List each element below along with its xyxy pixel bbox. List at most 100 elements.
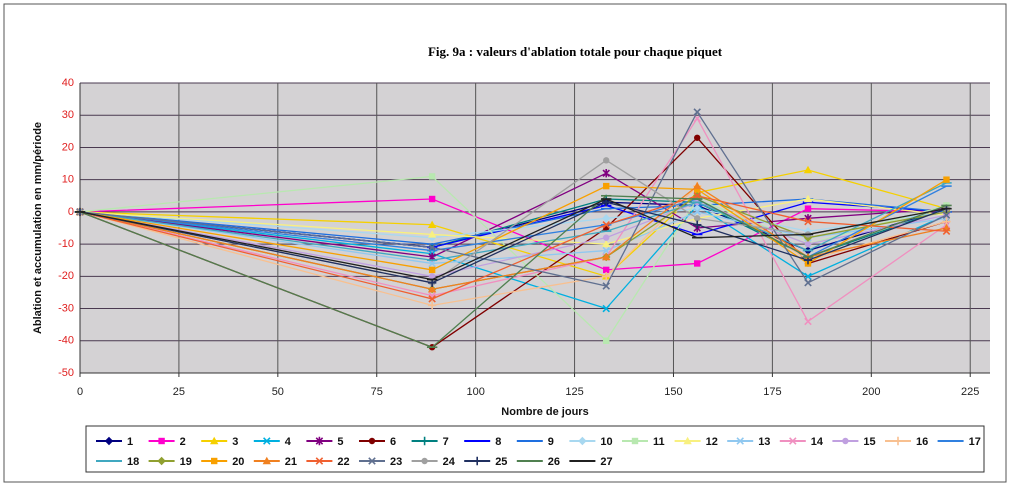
marker [804, 205, 812, 212]
legend-label: 10 [600, 436, 612, 448]
legend-label: 27 [600, 456, 612, 468]
legend-label: 11 [653, 436, 665, 448]
marker [428, 266, 436, 274]
y-tick-label: 30 [62, 109, 74, 121]
legend-label: 3 [232, 436, 238, 448]
marker [694, 260, 701, 267]
y-axis-label: Ablation et accumulation en mm/période [32, 122, 44, 334]
marker [263, 437, 271, 445]
marker [803, 165, 813, 174]
legend-label: 8 [495, 436, 501, 448]
marker [368, 457, 376, 465]
y-tick-label: 20 [62, 141, 74, 153]
marker [211, 457, 218, 465]
marker [842, 437, 849, 445]
legend-label: 1 [127, 436, 133, 448]
marker [694, 215, 701, 222]
marker [157, 456, 166, 466]
line [79, 182, 947, 261]
marker [578, 436, 587, 446]
marker [603, 266, 610, 274]
legend-label: 13 [758, 436, 770, 448]
marker [428, 259, 436, 268]
marker [693, 181, 702, 190]
line [79, 201, 947, 284]
marker [804, 217, 812, 226]
line [79, 110, 947, 287]
line [79, 185, 947, 258]
legend-label: 5 [337, 436, 343, 448]
marker [315, 457, 324, 465]
line [79, 169, 947, 278]
legend-label: 12 [706, 436, 718, 448]
y-tick-label: 40 [62, 77, 74, 89]
line [79, 198, 947, 271]
marker [602, 221, 610, 229]
legend-label: 14 [811, 436, 824, 448]
marker [693, 192, 701, 200]
marker [602, 282, 610, 290]
marker [602, 252, 611, 261]
line [79, 195, 947, 300]
chart-title: Fig. 9a : valeurs d'ablation totale pour… [428, 44, 723, 59]
x-tick-label: 75 [371, 386, 383, 398]
marker [602, 214, 611, 223]
marker [683, 436, 692, 445]
y-tick-label: -30 [58, 302, 74, 314]
marker [428, 273, 436, 280]
y-tick-label: 0 [68, 206, 74, 218]
marker [693, 108, 701, 116]
marker [804, 279, 812, 287]
x-tick-label: 200 [862, 386, 880, 398]
marker [804, 240, 812, 248]
x-tick-label: 150 [664, 386, 682, 398]
y-tick-label: 10 [62, 174, 74, 186]
marker [602, 239, 611, 248]
legend-label: 4 [285, 436, 292, 448]
marker [942, 227, 951, 235]
legend-label: 7 [443, 436, 449, 448]
marker [104, 436, 114, 446]
legend-label: 9 [548, 436, 554, 448]
legend-box [85, 425, 985, 473]
marker [420, 436, 429, 446]
marker [428, 295, 436, 303]
marker [942, 211, 951, 219]
y-tick-label: -10 [58, 238, 74, 250]
x-axis-label: Nombre de jours [501, 406, 588, 418]
marker [427, 220, 437, 228]
marker [603, 234, 610, 241]
marker [736, 437, 744, 445]
x-tick-label: 0 [77, 386, 83, 398]
legend-label: 20 [232, 456, 244, 468]
line [79, 204, 947, 310]
marker [158, 437, 165, 445]
marker [602, 169, 610, 178]
legend-label: 6 [390, 436, 396, 448]
marker [368, 437, 376, 445]
legend-label: 21 [285, 456, 297, 468]
legend-label: 18 [127, 456, 139, 468]
y-tick-label: -50 [58, 367, 74, 379]
line [79, 179, 947, 271]
marker [603, 182, 610, 190]
y-tick-label: -20 [58, 270, 74, 282]
x-tick-label: 175 [763, 386, 781, 398]
marker [693, 220, 702, 229]
marker [694, 134, 701, 141]
x-tick-label: 50 [272, 386, 284, 398]
legend-label: 26 [548, 456, 560, 468]
legend-label: 23 [390, 456, 402, 468]
marker [789, 437, 797, 445]
marker [428, 195, 436, 203]
legend-label: 22 [337, 456, 349, 468]
marker [427, 301, 437, 310]
marker [602, 304, 610, 313]
marker [473, 456, 482, 466]
legend-label: 17 [969, 436, 981, 448]
series [74, 198, 952, 281]
marker [427, 285, 437, 293]
x-tick-label: 225 [961, 386, 979, 398]
y-tick-label: -40 [58, 335, 74, 347]
